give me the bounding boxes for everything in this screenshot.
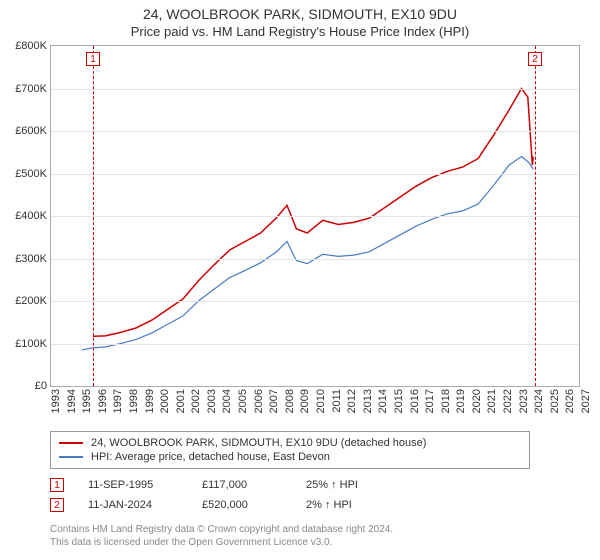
gridline-horizontal [51,174,579,175]
x-axis-label: 1996 [97,389,109,413]
data-hpi: 25% ↑ HPI [306,479,396,491]
legend-label: 24, WOOLBROOK PARK, SIDMOUTH, EX10 9DU (… [91,437,426,449]
x-axis-label: 2007 [268,389,280,413]
data-price: £117,000 [202,479,282,491]
x-axis-label: 2025 [549,389,561,413]
y-axis-label: £400K [15,210,47,222]
chart-subtitle: Price paid vs. HM Land Registry's House … [0,22,600,45]
x-axis-label: 2011 [331,389,343,413]
marker-badge: 2 [50,498,64,512]
data-date: 11-JAN-2024 [88,499,178,511]
chart-title: 24, WOOLBROOK PARK, SIDMOUTH, EX10 9DU [0,0,600,22]
x-axis-label: 2012 [346,389,358,413]
gridline-horizontal [51,344,579,345]
x-axis-label: 1993 [50,389,62,413]
gridline-horizontal [51,301,579,302]
x-axis-label: 2013 [362,389,374,413]
x-axis-label: 2018 [440,389,452,413]
x-axis-label: 2005 [237,389,249,413]
legend-item: 24, WOOLBROOK PARK, SIDMOUTH, EX10 9DU (… [59,436,521,450]
marker-vertical-line [93,46,94,386]
y-axis-label: £500K [15,168,47,180]
y-axis-label: £300K [15,253,47,265]
marker-badge: 1 [86,52,100,66]
gridline-horizontal [51,89,579,90]
data-price: £520,000 [202,499,282,511]
data-date: 11-SEP-1995 [88,479,178,491]
x-axis-label: 2017 [424,389,436,413]
x-axis-label: 2027 [580,389,592,413]
x-axis-label: 2026 [564,389,576,413]
legend-swatch [59,442,83,444]
x-axis-label: 2021 [486,389,498,413]
x-axis-label: 2016 [409,389,421,413]
x-axis-label: 2001 [175,389,187,413]
y-axis-label: £800K [15,40,47,52]
x-axis-label: 2024 [533,389,545,413]
marker-badge: 2 [528,52,542,66]
x-axis-label: 2020 [471,389,483,413]
footer-line: Contains HM Land Registry data © Crown c… [50,523,590,536]
gridline-horizontal [51,131,579,132]
data-hpi: 2% ↑ HPI [306,499,396,511]
legend-box: 24, WOOLBROOK PARK, SIDMOUTH, EX10 9DU (… [50,431,530,469]
x-axis-label: 2019 [455,389,467,413]
x-axis-label: 2022 [502,389,514,413]
x-axis-label: 2004 [221,389,233,413]
data-point-row: 2 11-JAN-2024 £520,000 2% ↑ HPI [50,495,600,515]
gridline-horizontal [51,216,579,217]
y-axis-label: £100K [15,338,47,350]
x-axis-label: 2000 [159,389,171,413]
x-axis-label: 1997 [112,389,124,413]
x-axis-label: 2010 [315,389,327,413]
x-axis-label: 2015 [393,389,405,413]
x-axis-label: 1995 [81,389,93,413]
chart-container: 24, WOOLBROOK PARK, SIDMOUTH, EX10 9DU P… [0,0,600,560]
x-axis-label: 2006 [253,389,265,413]
footer-attribution: Contains HM Land Registry data © Crown c… [50,523,590,549]
x-axis-label: 2002 [190,389,202,413]
legend-label: HPI: Average price, detached house, East… [91,451,330,463]
series-line-price_paid [93,89,533,337]
x-axis-label: 1994 [66,389,78,413]
x-axis-label: 2009 [299,389,311,413]
x-axis-label: 2003 [206,389,218,413]
y-axis-label: £0 [35,380,47,392]
x-axis-labels: 1993 19941995 19961997 1998 19992000 20012002… [50,387,580,427]
x-axis-label: 1998 [128,389,140,413]
data-points-table: 1 11-SEP-1995 £117,000 25% ↑ HPI 2 11-JA… [50,475,600,515]
legend-item: HPI: Average price, detached house, East… [59,450,521,464]
x-axis-label: 2008 [284,389,296,413]
plot-area: £0£100K£200K£300K£400K£500K£600K£700K£80… [50,45,580,387]
marker-vertical-line [535,46,536,386]
footer-line: This data is licensed under the Open Gov… [50,536,590,549]
x-axis-label: 2014 [377,389,389,413]
x-axis-label: 1999 [144,389,156,413]
gridline-horizontal [51,259,579,260]
x-axis-label: 2023 [518,389,530,413]
legend-swatch [59,456,83,458]
y-axis-label: £600K [15,125,47,137]
marker-badge: 1 [50,478,64,492]
data-point-row: 1 11-SEP-1995 £117,000 25% ↑ HPI [50,475,600,495]
y-axis-label: £700K [15,83,47,95]
y-axis-label: £200K [15,295,47,307]
